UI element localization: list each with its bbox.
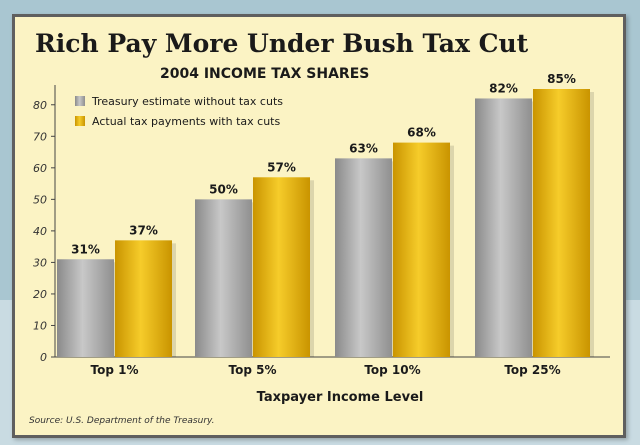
y-tick-label: 50 [33,193,47,206]
bar-actual-1 [253,177,310,357]
chart-card: Rich Pay More Under Bush Tax Cut 2004 IN… [12,14,626,438]
y-tick-label: 10 [33,319,47,332]
bar-actual-0 [115,240,172,357]
bar-treasury-1 [195,199,252,357]
legend-swatch [75,96,85,106]
legend: Treasury estimate without tax cuts Actual… [75,95,283,128]
data-label: 82% [489,81,518,95]
y-tick-label: 70 [33,130,47,143]
bar-treasury-3 [475,98,532,357]
category-label: Top 1% [91,363,139,377]
data-label: 31% [71,242,100,256]
data-label: 63% [349,141,378,155]
bar-treasury-0 [57,259,114,357]
y-tick-label: 60 [33,162,47,175]
chart-title: Rich Pay More Under Bush Tax Cut [35,29,529,58]
x-axis-label: Taxpayer Income Level [257,390,424,405]
category-label: Top 10% [364,363,420,377]
source-note: Source: U.S. Department of the Treasury. [29,416,215,426]
data-label: 57% [267,160,296,174]
data-label: 68% [407,126,436,140]
y-tick-label: 40 [33,225,47,238]
bars: 31% 37% Top 1% 50% 57% Top 5% 63% 68% Top 10% 82%… [57,72,594,377]
y-tick-label: 0 [40,351,47,364]
data-label: 85% [547,72,576,86]
bar-chart: Rich Pay More Under Bush Tax Cut 2004 IN… [29,29,610,426]
bar-actual-3 [533,89,590,357]
legend-entry: Actual tax payments with tax cuts [92,115,280,128]
category-label: Top 25% [504,363,560,377]
chart-subtitle: 2004 INCOME TAX SHARES [160,66,369,82]
data-label: 37% [129,223,158,237]
y-tick-label: 30 [33,256,47,269]
y-tick-label: 80 [33,99,47,112]
legend-swatch [75,116,85,126]
bar-actual-2 [393,142,450,357]
bar-treasury-2 [335,158,392,357]
legend-entry: Treasury estimate without tax cuts [91,95,283,108]
data-label: 50% [209,182,238,196]
category-label: Top 5% [229,363,277,377]
y-tick-label: 20 [33,288,47,301]
